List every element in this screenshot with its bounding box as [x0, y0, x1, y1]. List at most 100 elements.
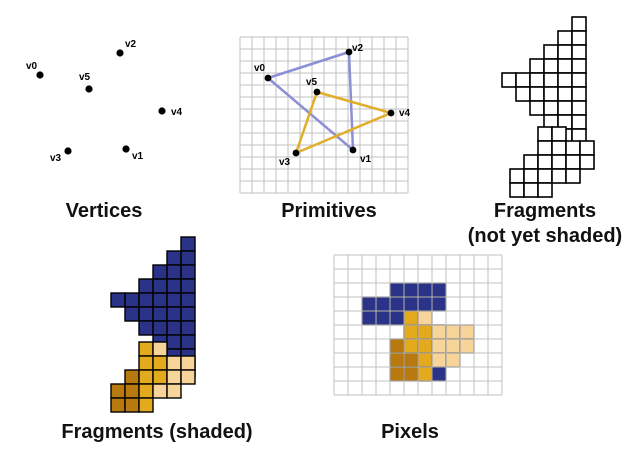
pixel-cell — [417, 338, 433, 354]
shaded-fragment-cell — [152, 369, 168, 385]
shaded-fragment-cell — [166, 250, 182, 266]
fragment-cell — [571, 58, 587, 74]
vertex-label: v2 — [125, 39, 137, 50]
vertex-label: v2 — [352, 43, 364, 54]
fragment-cell — [557, 72, 573, 88]
fragment-cell — [565, 140, 581, 156]
fragment-cell — [565, 154, 581, 170]
fragment-cell — [537, 154, 553, 170]
vertex-dot — [349, 146, 357, 154]
vertex-dot — [36, 71, 44, 79]
fragment-cell — [579, 140, 595, 156]
fragment-cell — [571, 114, 587, 130]
fragment-cell — [537, 140, 553, 156]
shaded-fragment-cell — [124, 397, 140, 413]
shaded-fragment-cell — [138, 369, 154, 385]
shaded-fragment-cell — [110, 292, 126, 308]
fragment-cell — [537, 168, 553, 184]
fragment-cell — [571, 86, 587, 102]
shaded-fragment-cell — [124, 383, 140, 399]
pixel-cell — [445, 352, 461, 368]
primitives-panel: v0 v1 v2 v3 v4 v5 — [239, 36, 411, 194]
pixel-cell — [389, 310, 405, 326]
pixel-cell — [403, 282, 419, 298]
pixel-cell — [389, 296, 405, 312]
vertex-dot — [292, 149, 300, 157]
shaded-fragment-cell — [180, 369, 196, 385]
shaded-fragment-cell — [124, 292, 140, 308]
shaded-fragment-cell — [166, 278, 182, 294]
fragment-cell — [543, 58, 559, 74]
fragment-cell — [565, 168, 581, 184]
shaded-fragment-cell — [166, 306, 182, 322]
shaded-fragment-cell — [180, 278, 196, 294]
fragment-cell — [551, 168, 567, 184]
vertex-dot — [313, 88, 321, 96]
fragment-cell — [543, 100, 559, 116]
shaded-fragment-cell — [138, 341, 154, 357]
pixel-cell — [361, 296, 377, 312]
vertex-label: v5 — [306, 77, 318, 88]
pixels-caption: Pixels — [381, 421, 439, 443]
shaded-fragment-cell — [180, 236, 196, 252]
vertex-dot — [387, 109, 395, 117]
shaded-fragment-cell — [152, 264, 168, 280]
pixel-cell — [389, 338, 405, 354]
fragment-cell — [515, 86, 531, 102]
shaded-fragment-cell — [138, 397, 154, 413]
pixels-grid — [333, 254, 503, 396]
vertex-label: v0 — [254, 63, 266, 74]
fragment-cell — [543, 44, 559, 60]
shaded-fragment-cell — [110, 383, 126, 399]
shaded-fragment-cell — [152, 278, 168, 294]
shaded-fragment-cell — [166, 292, 182, 308]
fragment-cell — [557, 44, 573, 60]
pixel-cell — [431, 352, 447, 368]
vertex-label: v5 — [79, 72, 91, 83]
shaded-fragment-cell — [124, 306, 140, 322]
vertex-label: v0 — [26, 61, 38, 72]
fragment-cell — [579, 154, 595, 170]
pixel-cell — [417, 324, 433, 340]
fragment-cell — [557, 30, 573, 46]
pixel-cell — [431, 338, 447, 354]
pixel-cell — [389, 352, 405, 368]
shaded-fragment-cell — [152, 383, 168, 399]
shaded-fragment-cell — [166, 355, 182, 371]
vertex-label: v4 — [171, 107, 183, 118]
fragment-cell — [523, 168, 539, 184]
fragments-shaded-panel — [110, 236, 196, 413]
pixel-cell — [431, 282, 447, 298]
shaded-fragment-cell — [152, 355, 168, 371]
shaded-fragment-cell — [138, 306, 154, 322]
fragment-cell — [509, 168, 525, 184]
pixel-cell — [431, 296, 447, 312]
fragments-unshaded-panel — [501, 16, 595, 198]
fragment-cell — [557, 86, 573, 102]
fragment-cell — [551, 140, 567, 156]
shaded-fragment-cell — [180, 334, 196, 350]
fragment-cell — [571, 44, 587, 60]
shaded-fragment-cell — [152, 320, 168, 336]
pixel-cell — [403, 352, 419, 368]
fragment-cell — [571, 72, 587, 88]
fragment-cell — [571, 16, 587, 32]
shaded-fragment-cell — [166, 264, 182, 280]
pixel-cell — [375, 296, 391, 312]
shaded-fragment-cell — [138, 278, 154, 294]
fragment-cell — [537, 182, 553, 198]
fragment-cell — [509, 182, 525, 198]
pixel-cell — [459, 324, 475, 340]
pixel-cell — [389, 282, 405, 298]
pixel-cell — [389, 366, 405, 382]
fragment-cell — [557, 100, 573, 116]
vertex-label: v1 — [132, 151, 144, 162]
fragment-cell — [571, 30, 587, 46]
pixels-panel — [333, 254, 503, 396]
fragment-cell — [515, 72, 531, 88]
shaded-fragment-cell — [138, 355, 154, 371]
vertex-label: v3 — [50, 153, 62, 164]
shaded-fragment-cell — [166, 369, 182, 385]
pixel-cell — [417, 296, 433, 312]
